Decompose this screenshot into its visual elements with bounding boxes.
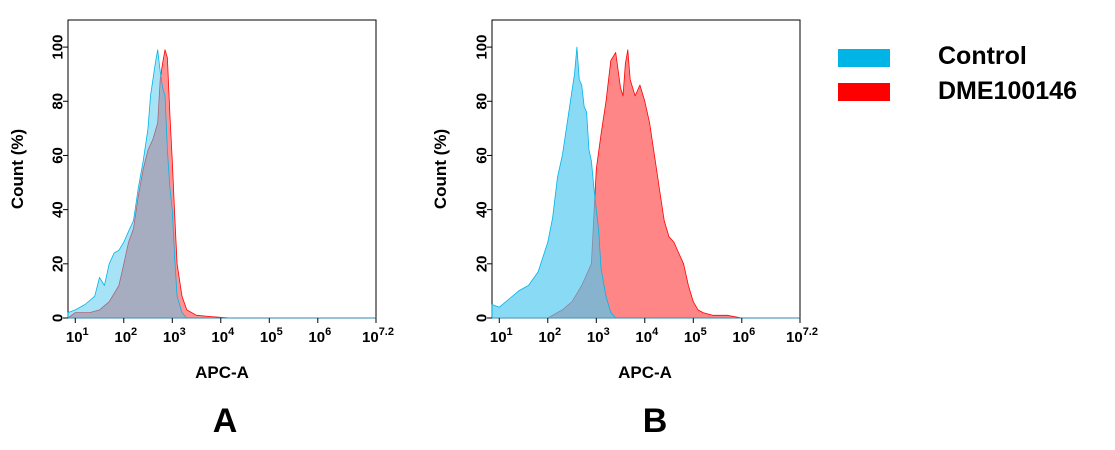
x-tick-label: 106 xyxy=(732,326,755,346)
x-tick-label: 104 xyxy=(635,326,659,346)
y-tick-label: 60 xyxy=(474,147,491,164)
x-tick-label: 103 xyxy=(587,326,610,346)
series-area-control xyxy=(491,46,801,319)
series-area-control xyxy=(67,49,377,319)
legend-swatch-control xyxy=(838,49,890,67)
x-tick-label: 104 xyxy=(211,326,235,346)
x-tick-label: 101 xyxy=(490,326,513,346)
x-tick-label: 107.2 xyxy=(362,326,394,346)
y-tick-label: 20 xyxy=(474,255,491,272)
panel-label-a: A xyxy=(213,402,238,440)
panel-label-b: B xyxy=(643,402,668,440)
series-layer xyxy=(67,49,377,319)
y-tick-label: 100 xyxy=(474,35,491,60)
y-tick-label: 40 xyxy=(50,201,67,218)
y-axis-title: Count (%) xyxy=(8,129,27,209)
x-tick-label: 102 xyxy=(114,326,137,346)
panel-a: 0 20 40 60 80 100 101 102 103 104 105 106 107.2 APC-… xyxy=(8,19,394,440)
y-tick-label: 0 xyxy=(50,314,67,322)
y-tick-label: 60 xyxy=(50,147,67,164)
x-tick-label: 101 xyxy=(66,326,89,346)
ticks-layer: 0 20 40 60 80 100 101 102 103 104 105 106 107.2 xyxy=(50,35,394,346)
x-tick-label: 105 xyxy=(260,326,283,346)
y-tick-label: 100 xyxy=(50,35,67,60)
panel-b: 0 20 40 60 80 100 101 102 103 104 105 106 107.2 APC-… xyxy=(431,19,818,440)
legend-swatch-dme100146 xyxy=(838,83,890,101)
x-tick-label: 107.2 xyxy=(786,326,818,346)
legend-label-control: Control xyxy=(938,42,1027,70)
x-tick-label: 105 xyxy=(684,326,707,346)
legend: Control DME100146 xyxy=(838,42,1077,105)
y-tick-label: 0 xyxy=(474,314,491,322)
y-tick-label: 80 xyxy=(474,93,491,110)
series-layer xyxy=(491,46,801,319)
y-axis-title: Count (%) xyxy=(431,129,450,209)
y-tick-label: 40 xyxy=(474,201,491,218)
x-tick-label: 103 xyxy=(163,326,186,346)
legend-label-dme100146: DME100146 xyxy=(938,77,1077,105)
y-tick-label: 20 xyxy=(50,255,67,272)
x-tick-label: 106 xyxy=(308,326,331,346)
x-axis-title: APC-A xyxy=(195,363,249,382)
y-tick-label: 80 xyxy=(50,93,67,110)
x-axis-title: APC-A xyxy=(618,363,672,382)
series-area-dme100146 xyxy=(491,49,801,319)
ticks-layer: 0 20 40 60 80 100 101 102 103 104 105 106 107.2 xyxy=(474,35,818,346)
x-tick-label: 102 xyxy=(538,326,561,346)
